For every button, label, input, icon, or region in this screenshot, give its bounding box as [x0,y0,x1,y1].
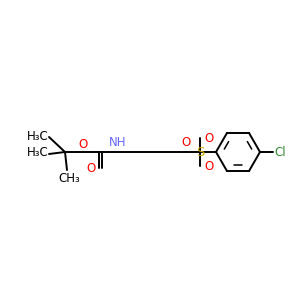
Text: Cl: Cl [274,146,286,158]
Text: H₃C: H₃C [27,130,49,143]
Text: O: O [86,161,96,175]
Text: H₃C: H₃C [27,146,49,160]
Text: O: O [78,137,88,151]
Text: CH₃: CH₃ [58,172,80,185]
Text: NH: NH [109,136,127,149]
Text: O: O [204,131,214,145]
Text: S: S [196,146,204,158]
Text: O: O [182,136,190,149]
Text: O: O [204,160,214,172]
